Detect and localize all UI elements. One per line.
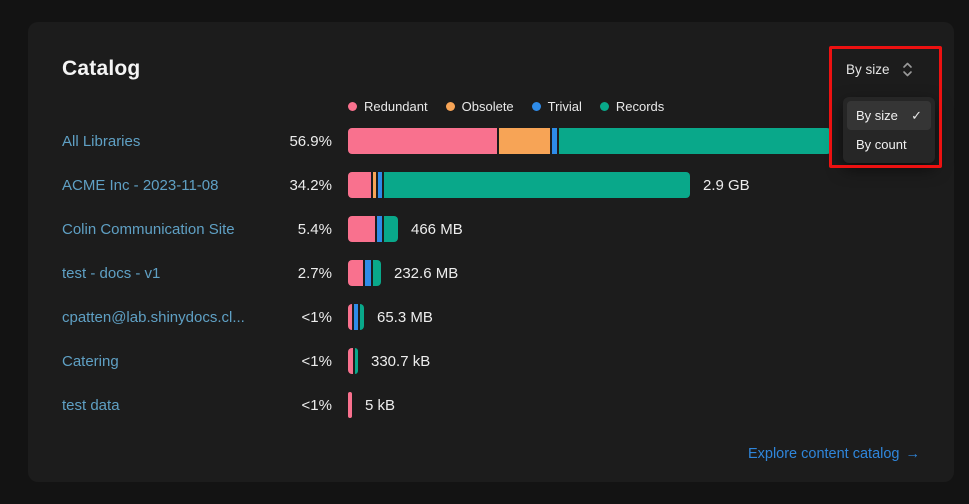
- sort-by-value: By size: [846, 61, 890, 77]
- library-link[interactable]: Catering: [62, 352, 119, 370]
- legend-item-records: Records: [599, 98, 665, 114]
- bar-segment-records[interactable]: [360, 304, 364, 330]
- legend-dot-records-icon: [599, 101, 609, 111]
- legend-label: Redundant: [364, 98, 428, 114]
- explore-content-catalog-link[interactable]: Explore content catalog →: [748, 446, 920, 462]
- stacked-bar: [348, 216, 398, 242]
- rot-percent: <1%: [301, 308, 332, 326]
- bar-segment-obsolete[interactable]: [373, 172, 376, 198]
- bar-segment-records[interactable]: [559, 128, 831, 154]
- size-label: 466 MB: [411, 220, 463, 238]
- stacked-bar: [348, 172, 690, 198]
- bar-segment-obsolete[interactable]: [499, 128, 550, 154]
- checkmark-icon: ✓: [911, 107, 922, 123]
- menu-item-by-size[interactable]: By size ✓: [847, 101, 931, 130]
- rot-percent: 2.7%: [297, 264, 332, 282]
- rot-percent: 5.4%: [297, 220, 332, 238]
- rot-percent: <1%: [301, 396, 332, 414]
- table-row: cpatten@lab.shinydocs.cl... <1% 65.3 MB: [62, 295, 920, 339]
- bar-segment-redundant[interactable]: [348, 392, 352, 418]
- stacked-bar: [348, 304, 364, 330]
- sort-by-dropdown[interactable]: By size: [846, 56, 913, 82]
- bar-segment-records[interactable]: [384, 172, 690, 198]
- library-link[interactable]: test - docs - v1: [62, 264, 161, 282]
- legend-item-redundant: Redundant: [348, 99, 428, 114]
- legend-label: Obsolete: [461, 98, 514, 114]
- chevron-updown-icon: [902, 61, 913, 78]
- bar-segment-redundant[interactable]: [348, 260, 363, 286]
- bar-segment-redundant[interactable]: [348, 348, 353, 374]
- size-label: 2.9 GB: [703, 176, 750, 194]
- table-row: ACME Inc - 2023-11-08 34.2% 2.9 GB: [62, 163, 920, 207]
- table-row: Catering <1% 330.7 kB: [62, 339, 920, 383]
- bar-segment-records[interactable]: [355, 348, 358, 374]
- explore-link-label: Explore content catalog: [747, 446, 900, 462]
- legend-label: Records: [615, 98, 665, 114]
- stacked-bar: [348, 348, 358, 374]
- legend-dot-trivial-icon: [531, 101, 541, 111]
- table-row: Colin Communication Site 5.4% 466 MB: [62, 207, 920, 251]
- bar-segment-records[interactable]: [384, 216, 398, 242]
- bar-segment-redundant[interactable]: [348, 304, 352, 330]
- size-label: 232.6 MB: [394, 264, 459, 282]
- page-title: Catalog: [62, 57, 141, 80]
- menu-item-label: By size: [856, 108, 898, 123]
- legend-item-obsolete: Obsolete: [445, 98, 514, 114]
- library-link[interactable]: All Libraries: [62, 132, 141, 150]
- stacked-bar: [348, 260, 381, 286]
- library-rows: All Libraries 56.9% ACME Inc - 2023-11-08 3…: [62, 119, 920, 427]
- rot-percent: <1%: [301, 352, 332, 370]
- legend-dot-obsolete-icon: [445, 101, 455, 111]
- size-label: 65.3 MB: [377, 308, 433, 326]
- table-row: test - docs - v1 2.7% 232.6 MB: [62, 251, 920, 295]
- bar-segment-records[interactable]: [373, 260, 381, 286]
- library-link[interactable]: Colin Communication Site: [62, 220, 235, 238]
- bar-segment-trivial[interactable]: [552, 128, 557, 154]
- arrow-right-icon: →: [905, 446, 921, 462]
- menu-item-by-count[interactable]: By count: [847, 130, 931, 159]
- sort-menu: By size ✓ By count: [843, 97, 935, 163]
- table-row: All Libraries 56.9%: [62, 119, 920, 163]
- size-label: 5 kB: [365, 396, 396, 414]
- bar-segment-redundant[interactable]: [348, 216, 375, 242]
- rot-percent: 56.9%: [289, 132, 332, 150]
- menu-item-label: By count: [856, 137, 907, 152]
- legend-label: Trivial: [547, 98, 582, 114]
- legend-dot-redundant-icon: [348, 101, 357, 111]
- table-row: test data <1% 5 kB: [62, 383, 920, 427]
- catalog-card: Catalog Redundant Obsolete Trivial Records …: [28, 22, 954, 482]
- library-link[interactable]: cpatten@lab.shinydocs.cl...: [62, 308, 245, 326]
- bar-segment-redundant[interactable]: [348, 172, 371, 198]
- stacked-bar: [348, 128, 831, 154]
- library-link[interactable]: ACME Inc - 2023-11-08: [62, 176, 219, 194]
- size-label: 330.7 kB: [371, 352, 431, 370]
- rot-percent: 34.2%: [289, 176, 332, 194]
- legend: Redundant Obsolete Trivial Records: [348, 98, 664, 114]
- legend-item-trivial: Trivial: [531, 98, 582, 114]
- bar-segment-redundant[interactable]: [348, 128, 497, 154]
- bar-segment-trivial[interactable]: [365, 260, 371, 286]
- bar-segment-trivial[interactable]: [354, 304, 358, 330]
- stacked-bar: [348, 392, 352, 418]
- bar-segment-trivial[interactable]: [378, 172, 382, 198]
- bar-segment-trivial[interactable]: [377, 216, 382, 242]
- library-link[interactable]: test data: [62, 396, 120, 414]
